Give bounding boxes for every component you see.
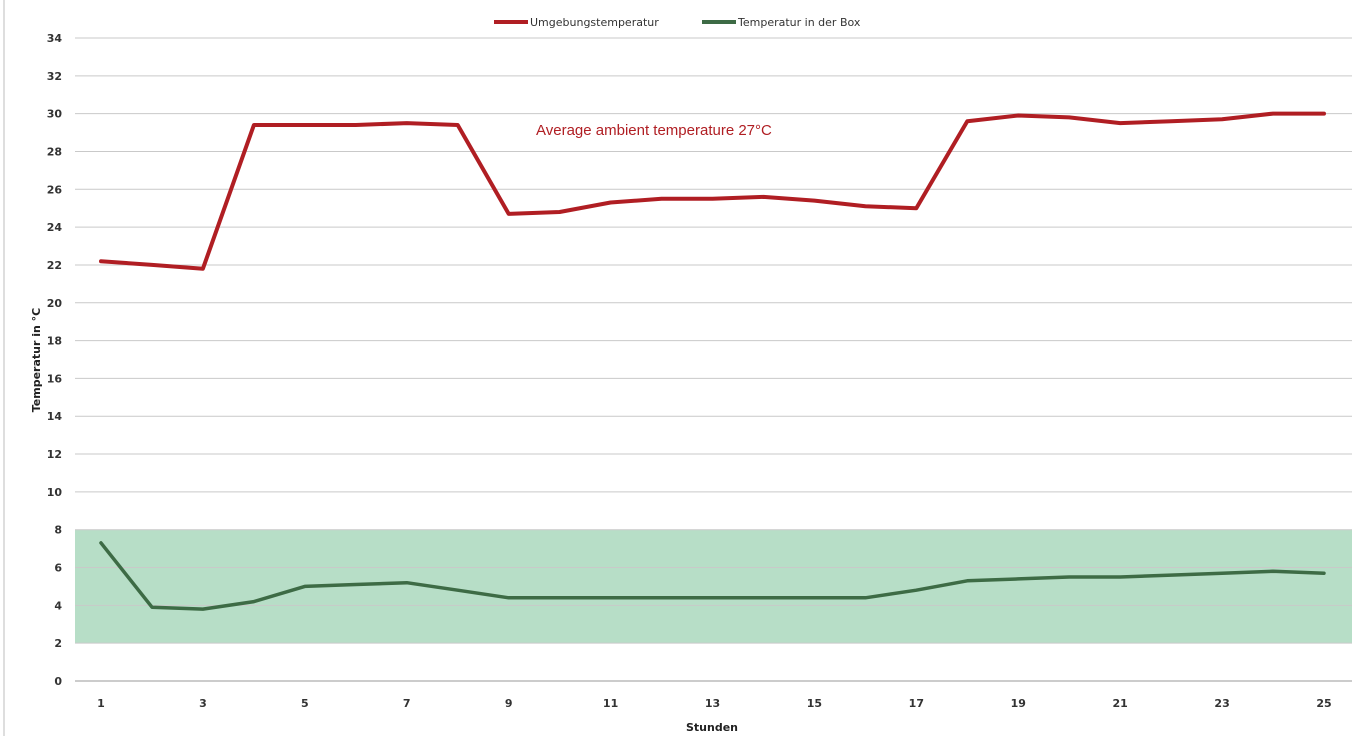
y-axis-title: Temperatur in °C xyxy=(30,308,43,413)
x-tick-label: 19 xyxy=(1011,697,1026,710)
x-tick-label: 3 xyxy=(199,697,207,710)
legend: Umgebungstemperatur Temperatur in der Bo… xyxy=(494,16,861,29)
gridlines xyxy=(75,37,1352,682)
y-tick-label: 6 xyxy=(54,562,62,575)
legend-label-ambient: Umgebungstemperatur xyxy=(530,16,659,29)
y-tick-label: 4 xyxy=(54,599,62,612)
x-tick-label: 7 xyxy=(403,697,411,710)
x-tick-label: 25 xyxy=(1316,697,1331,710)
y-tick-label: 24 xyxy=(47,221,63,234)
average-temperature-annotation: Average ambient temperature 27°C xyxy=(536,122,772,139)
x-tick-label: 13 xyxy=(705,697,720,710)
x-tick-label: 11 xyxy=(603,697,618,710)
y-tick-label: 14 xyxy=(47,410,63,423)
x-tick-label: 23 xyxy=(1214,697,1229,710)
target-range-band xyxy=(75,529,1352,644)
y-tick-label: 2 xyxy=(54,637,62,650)
x-tick-label: 9 xyxy=(505,697,513,710)
y-tick-label: 16 xyxy=(47,372,63,385)
y-tick-label: 20 xyxy=(47,297,63,310)
y-tick-label: 30 xyxy=(47,108,63,121)
x-tick-label: 5 xyxy=(301,697,309,710)
y-tick-label: 8 xyxy=(54,524,62,537)
y-tick-label: 34 xyxy=(47,32,63,45)
series-line-ambient xyxy=(99,111,1326,271)
y-tick-label: 26 xyxy=(47,183,63,196)
y-tick-label: 0 xyxy=(54,675,62,688)
y-tick-label: 32 xyxy=(47,70,62,83)
y-tick-label: 10 xyxy=(47,486,63,499)
x-tick-label: 17 xyxy=(909,697,924,710)
series-line-box xyxy=(99,541,1326,611)
y-tick-label: 22 xyxy=(47,259,62,272)
x-axis-title: Stunden xyxy=(686,721,738,734)
target-range-band-layer xyxy=(75,529,1352,644)
y-tick-label: 12 xyxy=(47,448,62,461)
series-lines xyxy=(99,111,1326,611)
x-tick-label: 21 xyxy=(1113,697,1128,710)
x-tick-label: 1 xyxy=(97,697,105,710)
y-tick-label: 28 xyxy=(47,145,62,158)
x-tick-labels: 1 3 5 7 9 11 13 15 17 19 21 23 25 xyxy=(97,697,1331,710)
x-tick-label: 15 xyxy=(807,697,822,710)
y-tick-label: 18 xyxy=(47,335,62,348)
legend-label-box: Temperatur in der Box xyxy=(737,16,861,29)
